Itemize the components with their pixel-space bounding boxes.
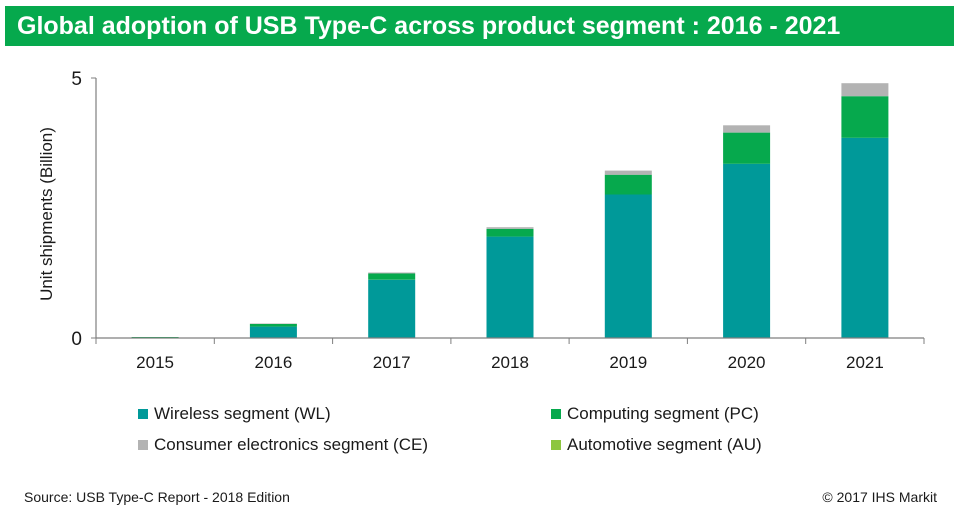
bar-segment [249,324,297,327]
bar-segment [841,137,889,338]
bar-segment [486,236,534,338]
bar-segment [723,125,771,133]
x-tick-label: 2019 [609,353,647,372]
bar-segment [368,279,416,338]
copyright-note: © 2017 IHS Markit [822,489,937,505]
bar-segment [604,194,652,338]
bar-segment [604,174,652,195]
bar-segment [604,170,652,175]
chart-title: Global adoption of USB Type-C across pro… [17,12,841,40]
bar-segment [368,273,416,280]
x-tick-label: 2015 [136,353,174,372]
bar-segment [131,337,179,338]
x-tick-label: 2020 [728,353,766,372]
y-tick-label: 5 [71,69,82,90]
y-tick-label: 0 [71,329,82,350]
bar-segment [723,132,771,164]
x-tick-label: 2021 [846,353,884,372]
bar-segment [249,326,297,338]
bar-segment [841,96,889,138]
bar-segment [486,227,534,229]
x-tick-label: 2018 [491,353,529,372]
bar-segment [841,83,889,97]
x-tick-label: 2016 [254,353,292,372]
x-tick-label: 2017 [373,353,411,372]
source-note: Source: USB Type-C Report - 2018 Edition [24,489,290,505]
bar-segment [723,163,771,338]
title-bar: Global adoption of USB Type-C across pro… [5,6,954,46]
bar-segment [368,272,416,274]
y-axis-label: Unit shipments (Billion) [37,127,56,301]
bar-segment [486,228,534,237]
bar-segment [249,323,297,324]
